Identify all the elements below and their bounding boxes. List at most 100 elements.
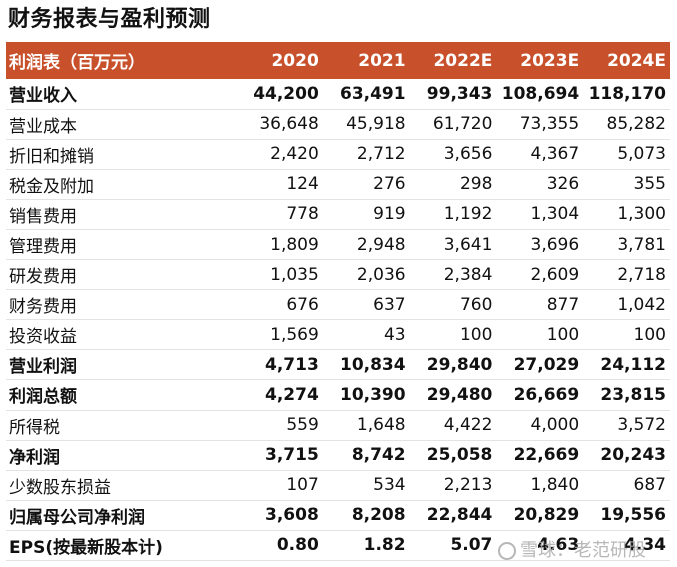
- row-value: 326: [546, 174, 580, 195]
- row-value: 4.63: [537, 535, 580, 556]
- row-value: 24,112: [600, 354, 666, 375]
- header-year-2020: 2020: [271, 50, 319, 71]
- table-header-row: 利润表（百万元） 2020 2021 2022E 2023E 2024E: [6, 42, 670, 79]
- row-value: 2,384: [443, 264, 493, 285]
- row-value: 108,694: [501, 83, 580, 104]
- table-row: 研发费用 1,035 2,036 2,384 2,609 2,718: [6, 260, 670, 290]
- row-value: 0.80: [276, 535, 319, 556]
- row-value: 2,036: [356, 264, 406, 285]
- row-label: 营业利润: [9, 357, 77, 378]
- header-year-2023e: 2023E: [520, 50, 580, 71]
- row-value: 22,669: [513, 445, 580, 466]
- row-label: 研发费用: [9, 267, 77, 288]
- row-value: 10,834: [339, 354, 406, 375]
- row-value: 5,073: [617, 144, 666, 165]
- row-label: 管理费用: [9, 237, 77, 258]
- row-value: 1.82: [363, 535, 406, 556]
- row-value: 3,715: [265, 445, 319, 466]
- table-row: 营业成本 36,648 45,918 61,720 73,355 85,282: [6, 109, 670, 140]
- row-value: 276: [373, 174, 406, 195]
- row-value: 1,042: [617, 294, 666, 315]
- row-value: 559: [286, 415, 319, 436]
- table-row: 税金及附加 124 276 298 326 355: [6, 169, 670, 200]
- row-value: 100: [459, 324, 493, 345]
- row-value: 4.34: [624, 535, 666, 556]
- income-statement-table: 利润表（百万元） 2020 2021 2022E 2023E 2024E 营业收…: [6, 42, 670, 561]
- row-label: 折旧和摊销: [9, 146, 94, 167]
- row-value: 4,000: [530, 415, 580, 436]
- row-label: 投资收益: [9, 327, 77, 348]
- table-row: 利润总额 4,274 10,390 29,480 26,669 23,815: [6, 380, 670, 411]
- table-row: 少数股东损益 107 534 2,213 1,840 687: [6, 470, 670, 501]
- row-value: 44,200: [253, 83, 319, 104]
- row-value: 676: [286, 294, 319, 315]
- row-value: 8,742: [351, 445, 406, 466]
- row-value: 3,641: [443, 234, 493, 255]
- row-value: 3,572: [617, 415, 666, 436]
- row-value: 1,840: [530, 475, 580, 496]
- row-value: 85,282: [606, 114, 666, 135]
- table-row: 销售费用 778 919 1,192 1,304 1,300: [6, 199, 670, 230]
- row-value: 3,656: [443, 144, 493, 165]
- row-label: 税金及附加: [9, 176, 94, 197]
- row-value: 4,367: [530, 144, 580, 165]
- row-label: 归属母公司净利润: [9, 507, 145, 528]
- row-value: 877: [546, 294, 580, 315]
- row-value: 1,035: [270, 264, 319, 285]
- row-label: 销售费用: [9, 206, 77, 227]
- row-value: 4,713: [265, 354, 319, 375]
- row-value: 2,712: [356, 144, 406, 165]
- table-row: 投资收益 1,569 43 100 100 100: [6, 320, 670, 350]
- table-row: 归属母公司净利润 3,608 8,208 22,844 20,829 19,556: [6, 500, 670, 531]
- table-row: 财务费用 676 637 760 877 1,042: [6, 290, 670, 320]
- row-label: 财务费用: [9, 297, 77, 318]
- row-value: 99,343: [426, 83, 493, 104]
- table-row: 营业收入 44,200 63,491 99,343 108,694 118,170: [6, 79, 670, 110]
- snowball-logo-icon: [498, 542, 516, 560]
- row-label: 所得税: [9, 417, 60, 438]
- row-value: 63,491: [339, 83, 406, 104]
- row-value: 1,569: [270, 324, 319, 345]
- row-value: 3,696: [530, 234, 580, 255]
- row-value: 1,192: [443, 204, 493, 225]
- row-label: 净利润: [9, 447, 60, 468]
- row-value: 919: [373, 204, 406, 225]
- row-value: 2,213: [443, 475, 493, 496]
- header-year-2021: 2021: [358, 50, 406, 71]
- row-value: 2,948: [356, 234, 406, 255]
- row-value: 124: [286, 174, 319, 195]
- row-value: 23,815: [600, 384, 666, 405]
- row-value: 355: [633, 174, 666, 195]
- row-value: 100: [546, 324, 580, 345]
- row-value: 61,720: [432, 114, 493, 135]
- row-value: 107: [286, 475, 319, 496]
- row-value: 100: [633, 324, 666, 345]
- row-value: 4,422: [443, 415, 493, 436]
- row-value: 29,480: [426, 384, 493, 405]
- table-row: 营业利润 4,713 10,834 29,840 27,029 24,112: [6, 350, 670, 380]
- row-value: 118,170: [588, 83, 666, 104]
- row-value: 4,274: [265, 384, 319, 405]
- row-value: 778: [286, 204, 319, 225]
- row-value: 534: [373, 475, 406, 496]
- header-label: 利润表（百万元）: [9, 53, 145, 73]
- table-row: 折旧和摊销 2,420 2,712 3,656 4,367 5,073: [6, 139, 670, 170]
- row-value: 298: [459, 174, 493, 195]
- row-label: 利润总额: [9, 387, 77, 408]
- row-value: 27,029: [513, 354, 580, 375]
- table-row: 净利润 3,715 8,742 25,058 22,669 20,243: [6, 440, 670, 471]
- row-value: 2,718: [617, 264, 666, 285]
- watermark-text: 雪球：老范研股: [520, 540, 646, 561]
- row-value: 1,648: [356, 415, 406, 436]
- row-label: 营业收入: [9, 86, 77, 107]
- header-year-2022e: 2022E: [433, 50, 493, 71]
- row-value: 8,208: [351, 505, 406, 526]
- row-value: 2,420: [270, 144, 319, 165]
- table-row: 所得税 559 1,648 4,422 4,000 3,572: [6, 410, 670, 441]
- header-year-2024e: 2024E: [607, 50, 666, 71]
- row-value: 3,781: [617, 234, 666, 255]
- row-value: 1,304: [530, 204, 580, 225]
- row-value: 687: [633, 475, 666, 496]
- row-value: 637: [373, 294, 406, 315]
- row-value: 760: [459, 294, 493, 315]
